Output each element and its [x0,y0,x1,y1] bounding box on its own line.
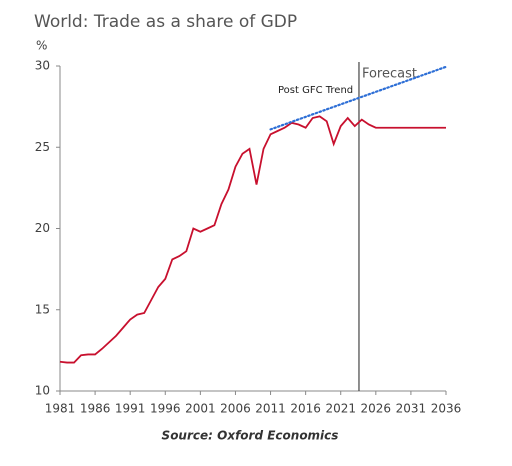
y-tick-label: 15 [35,302,50,316]
trend-label: Post GFC Trend [278,85,353,96]
forecast-label: Forecast [362,67,417,82]
chart-title: World: Trade as a share of GDP [34,12,297,32]
x-tick-label: 2016 [290,402,321,416]
y-tick-label: 20 [35,221,50,235]
y-tick-label: 25 [35,140,50,154]
x-tick-label: 2021 [325,402,356,416]
x-tick-label: 1996 [150,402,181,416]
x-tick-label: 2001 [185,402,216,416]
x-tick-label: 1991 [115,402,146,416]
y-tick-label: 30 [35,59,50,73]
x-tick-label: 1981 [45,402,76,416]
x-tick-label: 2011 [255,402,286,416]
source: Source: Oxford Economics [162,429,339,443]
x-tick-label: 2026 [361,402,392,416]
y-axis-label: % [36,39,47,53]
x-tick-label: 2036 [431,402,462,416]
trend-line [269,65,448,131]
x-tick-label: 2006 [220,402,251,416]
data-line [59,115,446,364]
x-tick-label: 1986 [80,402,111,416]
y-tick-label: 10 [35,384,50,398]
x-tick-label: 2031 [396,402,427,416]
